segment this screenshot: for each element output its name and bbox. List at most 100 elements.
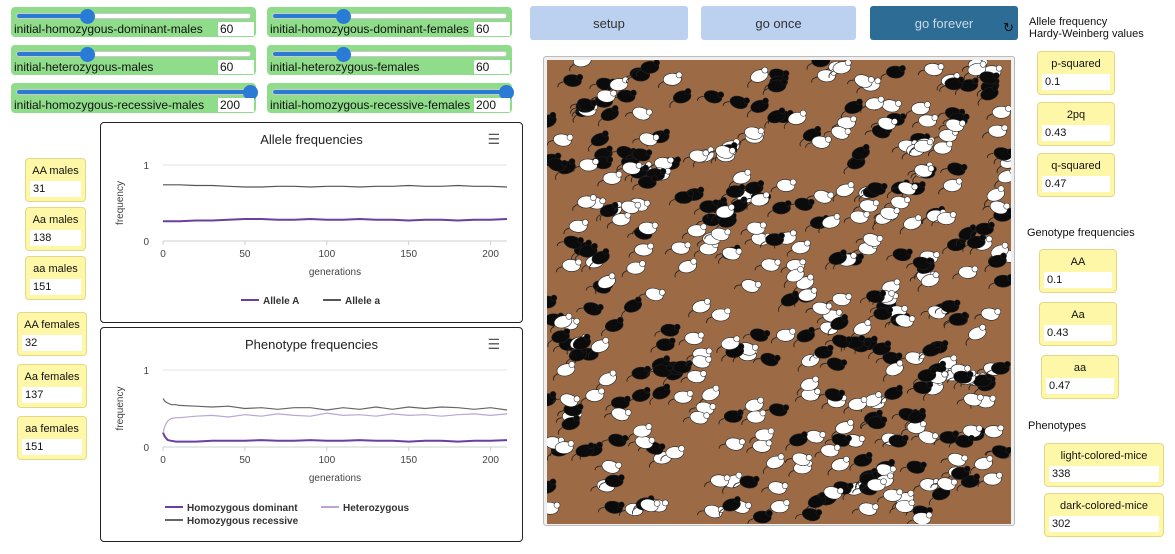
light-mouse xyxy=(668,390,694,405)
dark-mouse xyxy=(547,328,571,348)
dark-mouse xyxy=(806,60,831,70)
legend-label[interactable]: Allele a xyxy=(345,296,380,307)
dark-mouse xyxy=(697,90,725,104)
slider-value[interactable]: 60 xyxy=(218,60,254,74)
light-mouse xyxy=(970,455,994,474)
x-tick-label: 50 xyxy=(239,455,251,466)
light-mouse xyxy=(547,501,561,515)
light-mouse xyxy=(708,145,736,159)
legend-label[interactable]: Homozygous recessive xyxy=(187,516,299,527)
dark-mouse xyxy=(933,430,959,445)
world-view[interactable] xyxy=(547,60,1011,524)
monitor-label: light-colored-mice xyxy=(1060,450,1148,462)
dark-mouse xyxy=(861,416,888,430)
light-mouse xyxy=(658,71,683,89)
dark-mouse xyxy=(819,357,848,371)
go-forever-button[interactable]: go forever ↻ xyxy=(870,6,1018,40)
light-mouse xyxy=(873,206,901,220)
dark-mouse xyxy=(547,478,557,494)
dark-mouse xyxy=(882,434,909,448)
setup-button[interactable]: setup xyxy=(530,6,688,40)
monitor-label: aa females xyxy=(25,423,79,435)
slider-track[interactable] xyxy=(16,85,258,100)
light-mouse xyxy=(740,221,767,235)
light-mouse xyxy=(908,138,934,155)
monitor-value: 151 xyxy=(30,279,81,295)
light-mouse xyxy=(855,233,884,247)
light-mouse xyxy=(877,488,903,503)
go-once-button[interactable]: go once xyxy=(701,6,856,40)
light-mouse xyxy=(928,140,953,157)
slider-track[interactable] xyxy=(16,9,251,24)
dark-mouse xyxy=(986,147,1011,161)
slider-thumb[interactable] xyxy=(79,47,95,62)
slider-thumb[interactable] xyxy=(335,47,351,62)
slider-label: initial-homozygous-recessive-males xyxy=(14,98,205,112)
light-mouse xyxy=(884,196,911,209)
light-mouse xyxy=(963,61,987,80)
slider-value[interactable]: 60 xyxy=(218,22,254,36)
dark-mouse xyxy=(824,433,852,447)
dark-mouse xyxy=(825,249,847,270)
slider-fill xyxy=(17,90,250,94)
legend-label[interactable]: Heterozygous xyxy=(343,503,410,514)
slider-value[interactable]: 200 xyxy=(218,98,254,112)
light-mouse xyxy=(974,307,1001,321)
light-mouse xyxy=(956,393,984,407)
light-mouse xyxy=(704,474,731,488)
dark-mouse xyxy=(824,334,853,348)
light-mouse xyxy=(665,241,692,255)
monitor-value: 0.47 xyxy=(1046,378,1114,394)
light-mouse xyxy=(711,203,735,222)
legend-label[interactable]: Homozygous dominant xyxy=(187,503,298,514)
light-mouse xyxy=(728,169,752,189)
light-mouse xyxy=(697,504,725,519)
slider-initial-homozygous-recessive-females[interactable]: initial-homozygous-recessive-females 200 xyxy=(267,83,514,113)
dark-mouse xyxy=(985,361,1011,377)
slider-initial-homozygous-recessive-males[interactable]: initial-homozygous-recessive-males 200 xyxy=(11,83,258,113)
dark-mouse xyxy=(547,111,557,128)
light-mouse xyxy=(901,420,927,435)
hamburger-menu-icon[interactable]: ☰ xyxy=(487,336,500,352)
monitor-label: dark-colored-mice xyxy=(1059,500,1149,512)
light-mouse xyxy=(825,293,853,306)
light-mouse xyxy=(688,401,717,415)
dark-mouse xyxy=(956,473,980,492)
light-mouse xyxy=(754,258,782,272)
slider-track[interactable] xyxy=(272,85,514,100)
light-mouse xyxy=(698,384,720,407)
light-mouse xyxy=(786,239,811,257)
x-tick-label: 200 xyxy=(482,249,499,260)
slider-initial-homozygous-dominant-males[interactable]: initial-homozygous-dominant-males 60 xyxy=(11,7,256,37)
light-mouse xyxy=(621,260,646,278)
slider-thumb[interactable] xyxy=(335,9,351,24)
monitor-genotype-aa: aa 0.47 xyxy=(1041,355,1119,399)
dark-mouse xyxy=(694,199,719,215)
slider-initial-heterozygous-females[interactable]: initial-heterozygous-females 60 xyxy=(267,45,512,75)
light-mouse xyxy=(569,60,592,72)
slider-value[interactable]: 60 xyxy=(474,60,510,74)
slider-initial-heterozygous-males[interactable]: initial-heterozygous-males 60 xyxy=(11,45,256,75)
legend-label[interactable]: Allele A xyxy=(263,296,299,307)
light-mouse xyxy=(907,164,935,178)
light-mouse xyxy=(683,149,710,163)
slider-value[interactable]: 200 xyxy=(474,98,510,112)
dark-mouse xyxy=(984,445,1011,459)
slider-value[interactable]: 60 xyxy=(474,22,510,36)
slider-thumb[interactable] xyxy=(499,85,514,100)
slider-track[interactable] xyxy=(16,47,251,62)
light-mouse xyxy=(938,177,963,195)
slider-thumb[interactable] xyxy=(79,9,95,24)
y-tick-label: 1 xyxy=(143,366,149,377)
light-mouse xyxy=(917,63,945,76)
slider-thumb[interactable] xyxy=(243,85,258,100)
plot-title: Allele frequencies xyxy=(260,132,363,147)
slider-track[interactable] xyxy=(272,9,507,24)
light-mouse xyxy=(917,271,940,292)
hamburger-menu-icon[interactable]: ☰ xyxy=(487,131,500,147)
slider-track[interactable] xyxy=(272,47,507,62)
light-mouse xyxy=(749,427,775,444)
slider-initial-homozygous-dominant-females[interactable]: initial-homozygous-dominant-females 60 xyxy=(267,7,512,37)
light-mouse xyxy=(718,437,746,451)
x-tick-label: 150 xyxy=(400,455,417,466)
